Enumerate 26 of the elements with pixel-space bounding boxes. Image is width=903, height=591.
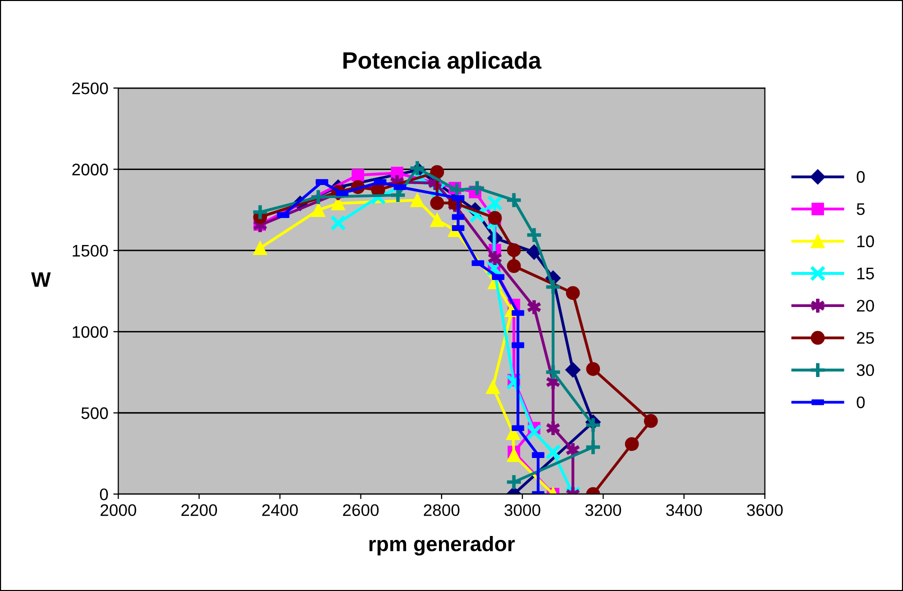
x-tick-label: 3000 [504,504,540,516]
x-tick-label: 3600 [746,504,783,516]
x-tick-label: 2600 [343,504,379,516]
legend-label: 0 [856,171,865,183]
legend-label: 0 [856,396,865,408]
legend-label: 5 [856,203,865,216]
legend-label: 10 [857,235,874,248]
y-tick-label: 2000 [72,164,108,176]
x-axis-title: rpm generador [369,536,515,556]
legend-label: 15 [857,268,874,280]
y-tick-label: 1500 [72,244,108,257]
legend-label: 30 [856,364,874,376]
y-tick-label: 1000 [72,326,108,338]
y-axis-title: W [31,272,51,287]
x-tick-label: 3400 [666,504,702,516]
x-tick-label: 3200 [585,504,622,516]
chart-title: Potencia aplicada [343,52,542,74]
x-tick-label: 2800 [424,504,460,516]
legend-label: 20 [856,300,874,312]
legend-label: 25 [856,332,874,344]
y-tick-label: 2500 [72,82,108,94]
x-tick-label: 2200 [181,504,217,516]
y-tick-label: 0 [100,488,108,500]
x-tick-label: 2000 [100,504,136,516]
x-tick-label: 2400 [262,504,298,516]
y-tick-label: 500 [81,407,108,420]
